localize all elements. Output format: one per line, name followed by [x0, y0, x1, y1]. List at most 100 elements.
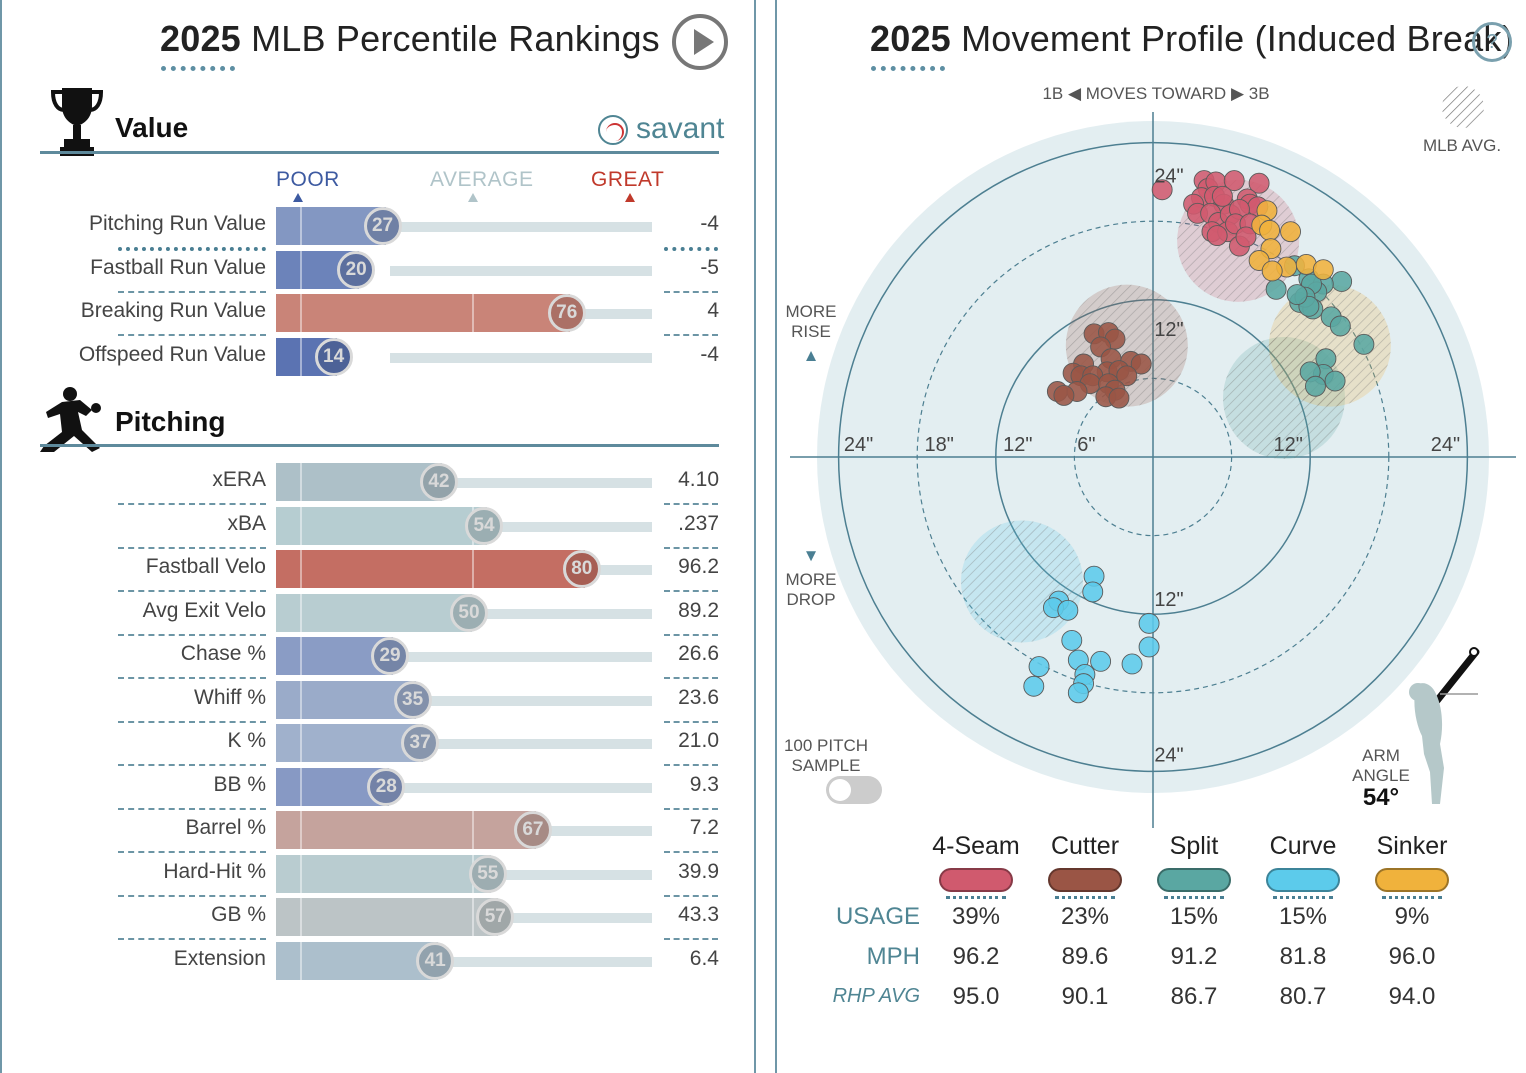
percentile-row[interactable]: K % 37 21.0: [0, 723, 756, 766]
percentile-row[interactable]: Offspeed Run Value 14 -4: [0, 337, 756, 377]
legend-pitch-name: Split: [1169, 832, 1219, 860]
row-divider: [118, 633, 266, 636]
pitch-point-curve: [1057, 599, 1079, 621]
percentile-row[interactable]: Barrel % 67 7.2: [0, 810, 756, 853]
pitch-point-cutter: [1108, 387, 1130, 409]
pitch-usage-value: 9%: [1394, 903, 1430, 930]
pitch-point-curve: [1138, 636, 1160, 658]
usage-label: USAGE: [835, 903, 920, 930]
metric-value: 23.6: [678, 685, 719, 709]
metric-label: Whiff %: [194, 685, 266, 709]
row-divider: [118, 247, 266, 251]
help-button[interactable]: ?: [1472, 22, 1512, 62]
bar-gridline: [472, 294, 474, 332]
percentile-bar: [276, 506, 488, 545]
percentile-row[interactable]: GB % 57 43.3: [0, 897, 756, 940]
percentile-row[interactable]: Breaking Run Value 76 4: [0, 293, 756, 336]
x-tick-label: 24": [844, 434, 873, 456]
row-divider: [664, 764, 718, 766]
bar-gridline: [300, 463, 302, 501]
great-arrow-icon: [625, 193, 635, 202]
row-divider: [118, 851, 266, 853]
x-tick-label: 24": [1431, 434, 1460, 456]
percentile-bubble: 35: [393, 680, 432, 719]
row-divider: [118, 590, 266, 592]
metric-value: 89.2: [678, 598, 719, 622]
bar-gridline: [300, 767, 302, 806]
legend-pitch-toggle[interactable]: [1266, 868, 1340, 892]
value-section-divider: [40, 151, 719, 154]
scale-poor: POOR: [276, 168, 340, 191]
pitch-mph-value: 89.6: [1061, 943, 1109, 970]
percentile-row[interactable]: xERA 42 4.10: [0, 462, 756, 505]
pitcher-icon: [40, 387, 101, 452]
metric-label: Offspeed Run Value: [78, 342, 266, 366]
savant-logo[interactable]: savant: [598, 112, 724, 146]
pitch-point-sinker: [1312, 259, 1334, 281]
percentile-row[interactable]: Extension 41 6.4: [0, 941, 756, 981]
percentile-track: [390, 782, 652, 793]
percentile-row[interactable]: Chase % 29 26.6: [0, 636, 756, 679]
percentile-row[interactable]: BB % 28 9.3: [0, 767, 756, 810]
bar-gridline: [300, 550, 302, 588]
percentile-bubble: 55: [468, 854, 507, 893]
pitch-usage-value: 15%: [1169, 903, 1219, 930]
percentile-bar: [276, 941, 439, 980]
legend-pitch-toggle[interactable]: [1375, 868, 1449, 892]
legend-pitch-name: Curve: [1269, 832, 1337, 860]
bar-gridline: [300, 250, 302, 289]
row-divider: [118, 546, 266, 549]
metric-value: 39.9: [678, 859, 719, 883]
arm-angle-value: 54°: [1362, 784, 1400, 811]
percentile-row[interactable]: Whiff % 35 23.6: [0, 680, 756, 723]
legend-underline: [946, 896, 1006, 899]
bar-gridline: [300, 811, 302, 849]
metric-label: Fastball Velo: [145, 555, 266, 578]
pitch-point-curve: [1082, 581, 1104, 603]
legend-pitch-toggle[interactable]: [1048, 868, 1122, 892]
play-button[interactable]: [672, 14, 728, 70]
row-divider: [664, 247, 718, 251]
row-divider: [664, 938, 718, 940]
percentile-panel: [0, 0, 756, 1073]
bar-gridline: [300, 593, 302, 632]
percentile-track: [390, 222, 652, 232]
movement-title: 2025 Movement Profile (Induced Break): [870, 18, 1514, 59]
metric-label: BB %: [213, 772, 266, 796]
pitch-point-curve: [1090, 650, 1112, 672]
bar-gridline: [300, 294, 302, 332]
percentile-row[interactable]: Fastball Run Value 20 -5: [0, 250, 756, 293]
legend-pitch-toggle[interactable]: [1157, 868, 1231, 892]
percentile-bar: [276, 593, 472, 632]
mlb-avg-label: MLB AVG.: [1422, 136, 1502, 155]
pitch-point-cutter: [1053, 384, 1075, 406]
pitch-point-split: [1324, 370, 1346, 392]
row-divider: [664, 633, 718, 636]
pitch-sample-toggle[interactable]: [826, 776, 882, 804]
row-divider: [664, 546, 718, 549]
percentile-track: [390, 608, 652, 619]
toggle-knob: [829, 779, 851, 801]
bar-gridline: [300, 637, 302, 675]
pitching-section-divider: [40, 444, 719, 447]
percentile-row[interactable]: xBA 54 .237: [0, 506, 756, 549]
legend-pitch-toggle[interactable]: [939, 868, 1013, 892]
row-divider: [664, 851, 718, 853]
percentile-row[interactable]: Fastball Velo 80 96.2: [0, 549, 756, 592]
pitch-point-sinker: [1280, 221, 1302, 243]
metric-value: 4: [707, 299, 719, 322]
pitch-rhp-avg-value: 94.0: [1388, 983, 1436, 1010]
metric-value: 43.3: [678, 903, 719, 926]
percentile-bubble: 41: [416, 941, 455, 980]
row-divider: [118, 764, 266, 766]
metric-label: GB %: [211, 903, 266, 926]
percentile-bar: [276, 550, 585, 588]
percentile-row[interactable]: Avg Exit Velo 50 89.2: [0, 593, 756, 636]
percentile-track: [390, 265, 652, 276]
bar-gridline: [300, 680, 302, 719]
percentile-row[interactable]: Pitching Run Value 27 -4: [0, 206, 756, 251]
pitch-point-curve: [1061, 629, 1083, 651]
pitch-rhp-avg-value: 95.0: [952, 983, 1000, 1010]
percentile-bubble: 20: [337, 250, 376, 289]
percentile-row[interactable]: Hard-Hit % 55 39.9: [0, 854, 756, 897]
